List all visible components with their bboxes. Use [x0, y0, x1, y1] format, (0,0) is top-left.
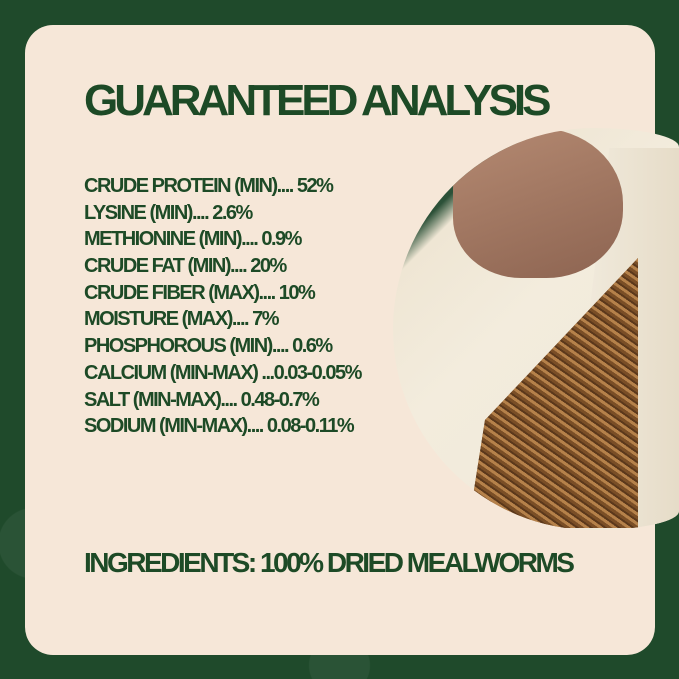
mealworms: [468, 258, 638, 528]
analysis-item: SALT (MIN-MAX).... 0.48-0.7%: [84, 388, 320, 411]
analysis-list: CRUDE PROTEIN (MIN).... 52% LYSINE (MIN)…: [84, 174, 362, 441]
analysis-item: LYSINE (MIN).... 2.6%: [84, 201, 253, 224]
analysis-item: CALCIUM (MIN-MAX) ...0.03-0.05%: [84, 361, 362, 384]
analysis-item: CRUDE FAT (MIN).... 20%: [84, 255, 287, 278]
ingredients-text: INGREDIENTS: 100% DRIED MEALWORMS: [84, 547, 575, 578]
analysis-item: METHIONINE (MIN).... 0.9%: [84, 228, 302, 251]
analysis-item: CRUDE FIBER (MAX).... 10%: [84, 281, 316, 304]
analysis-item: MOISTURE (MAX).... 7%: [84, 308, 280, 331]
analysis-item: CRUDE PROTEIN (MIN).... 52%: [84, 175, 334, 197]
analysis-item: SODIUM (MIN-MAX).... 0.08-0.11%: [84, 415, 355, 438]
hand: [453, 128, 623, 278]
page-title: GUARANTEED ANALYSIS: [84, 76, 551, 125]
analysis-item: PHOSPHOROUS (MIN).... 0.6%: [84, 335, 333, 358]
